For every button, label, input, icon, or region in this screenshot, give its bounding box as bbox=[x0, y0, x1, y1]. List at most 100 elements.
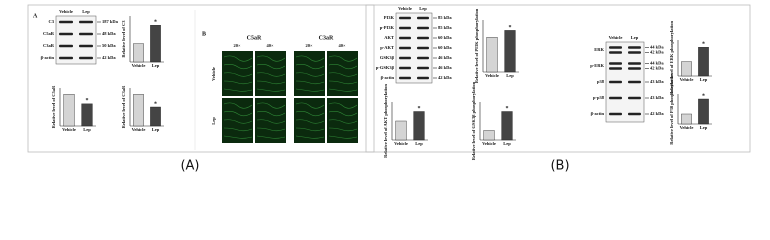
tissue-texture bbox=[223, 80, 253, 85]
significance: * bbox=[154, 20, 157, 26]
tissue-texture bbox=[295, 119, 325, 124]
kda-label: 42 kDa bbox=[650, 111, 664, 116]
protein-label: PI3K bbox=[384, 15, 395, 20]
significance: * bbox=[506, 106, 509, 112]
band bbox=[609, 96, 622, 100]
tissue-texture bbox=[223, 119, 253, 124]
tissue-texture bbox=[295, 80, 325, 85]
band bbox=[399, 46, 411, 50]
tissue-texture bbox=[328, 135, 358, 139]
band bbox=[628, 96, 641, 100]
group-label: C3aR bbox=[319, 35, 334, 41]
tissue-texture bbox=[295, 135, 325, 139]
band bbox=[79, 32, 93, 36]
lane-label: Vehicle bbox=[59, 9, 73, 14]
tissue-texture bbox=[295, 72, 325, 77]
y-axis-label: Relative level of P38 phosphorylation bbox=[669, 73, 674, 145]
band bbox=[609, 80, 622, 84]
band bbox=[399, 26, 411, 30]
band bbox=[609, 67, 622, 70]
tissue-texture bbox=[256, 102, 286, 109]
y-axis-label: Relative level of C5aR bbox=[51, 85, 56, 128]
kda-label: 187 kDa bbox=[102, 19, 119, 24]
significance: * bbox=[702, 93, 705, 99]
tissue-texture bbox=[328, 72, 358, 77]
subpanel-label: A bbox=[33, 13, 38, 19]
tissue-texture bbox=[295, 111, 325, 117]
category-label: Lep bbox=[700, 125, 708, 130]
magnification: 40× bbox=[266, 43, 274, 48]
band bbox=[59, 44, 73, 48]
band bbox=[417, 26, 429, 30]
tissue-texture bbox=[256, 127, 286, 132]
band bbox=[417, 56, 429, 60]
bar bbox=[413, 111, 425, 141]
category-label: Vehicle bbox=[485, 73, 499, 78]
protein-label: β-actin bbox=[381, 75, 395, 80]
category-label: Lep bbox=[415, 141, 423, 146]
protein-label: C3 bbox=[49, 19, 55, 24]
tissue-texture bbox=[328, 127, 358, 132]
tissue-texture bbox=[223, 88, 253, 92]
protein-label: p38 bbox=[597, 79, 605, 84]
protein-label: p-p38 bbox=[593, 95, 605, 100]
band bbox=[628, 51, 641, 54]
band bbox=[79, 44, 93, 48]
category-label: Vehicle bbox=[482, 141, 496, 146]
significance: * bbox=[702, 42, 705, 48]
protein-label: β-actin bbox=[41, 55, 55, 60]
kda-label: 43 kDa bbox=[650, 79, 664, 84]
category-label: Vehicle bbox=[680, 125, 694, 130]
tissue-texture bbox=[223, 135, 253, 139]
tissue-texture bbox=[223, 72, 253, 77]
band bbox=[628, 112, 641, 116]
bar bbox=[681, 61, 692, 77]
protein-label: C3aR bbox=[43, 43, 55, 48]
protein-label: C5aR bbox=[43, 31, 55, 36]
band bbox=[79, 56, 93, 60]
y-axis-label: Relative level of C3 bbox=[121, 20, 126, 58]
category-label: Lep bbox=[152, 127, 160, 132]
lane-label: Lep bbox=[631, 35, 639, 40]
significance: * bbox=[154, 101, 157, 107]
tissue-texture bbox=[295, 88, 325, 92]
y-axis-label: Relative level of GSK3β phosphorylation bbox=[471, 81, 476, 160]
tissue-texture bbox=[256, 111, 286, 117]
tissue-texture bbox=[223, 127, 253, 132]
bar bbox=[504, 30, 516, 73]
tissue-texture bbox=[256, 80, 286, 85]
bar bbox=[133, 43, 144, 63]
band bbox=[59, 32, 73, 36]
tissue-texture bbox=[328, 55, 358, 62]
band bbox=[59, 56, 73, 60]
band bbox=[609, 51, 622, 54]
kda-label: 60 kDa bbox=[438, 45, 452, 50]
kda-label: 44 kDa bbox=[650, 45, 664, 50]
category-label: Vehicle bbox=[132, 127, 146, 132]
band bbox=[399, 16, 411, 20]
category-label: Vehicle bbox=[394, 141, 408, 146]
lane-label: Lep bbox=[82, 9, 90, 14]
tissue-texture bbox=[256, 72, 286, 77]
band bbox=[399, 66, 411, 70]
row-label: Vehicle bbox=[211, 67, 216, 81]
kda-label: 60 kDa bbox=[438, 35, 452, 40]
bar bbox=[150, 25, 161, 63]
kda-label: 85 kDa bbox=[438, 15, 452, 20]
band bbox=[628, 62, 641, 65]
protein-label: AKT bbox=[384, 35, 394, 40]
tissue-texture bbox=[256, 88, 286, 92]
category-label: Vehicle bbox=[62, 127, 76, 132]
band bbox=[417, 46, 429, 50]
bar bbox=[501, 111, 513, 141]
bar bbox=[483, 130, 495, 141]
band bbox=[417, 76, 429, 80]
bar bbox=[133, 94, 144, 127]
kda-label: 42 kDa bbox=[650, 50, 664, 55]
band bbox=[417, 66, 429, 70]
y-axis-label: Relative level of C3aR bbox=[121, 85, 126, 128]
band bbox=[417, 36, 429, 40]
group-label: C5aR bbox=[247, 35, 262, 41]
band bbox=[609, 112, 622, 116]
category-label: Vehicle bbox=[132, 63, 146, 68]
